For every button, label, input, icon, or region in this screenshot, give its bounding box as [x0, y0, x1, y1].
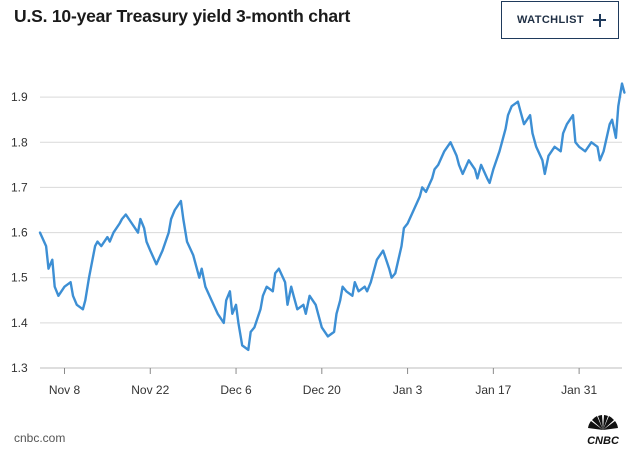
x-axis-ticks: Nov 8 Nov 22 Dec 6 Dec 20 Jan 3 Jan 17 Jan 31: [49, 368, 597, 397]
x-tick-label: Dec 6: [220, 383, 252, 397]
watchlist-label: WATCHLIST: [517, 14, 584, 26]
x-tick-label: Nov 8: [49, 383, 81, 397]
y-tick-label: 1.9: [11, 90, 28, 104]
series-line-10y-yield: [38, 82, 626, 352]
y-tick-label: 1.3: [11, 361, 28, 375]
x-tick-label: Nov 22: [131, 383, 169, 397]
logo-text: CNBC: [587, 435, 620, 446]
plus-icon: [593, 13, 606, 27]
source-credit: cnbc.com: [14, 431, 66, 445]
x-tick-label: Jan 17: [475, 383, 511, 397]
watchlist-button[interactable]: WATCHLIST: [501, 1, 619, 39]
nbc-peacock-icon: CNBC: [587, 415, 620, 446]
x-tick-label: Dec 20: [303, 383, 341, 397]
y-tick-label: 1.8: [11, 135, 28, 149]
x-tick-label: Jan 31: [561, 383, 597, 397]
gridlines: [40, 96, 622, 324]
chart-title: U.S. 10-year Treasury yield 3-month char…: [14, 6, 351, 26]
y-tick-label: 1.4: [11, 316, 28, 330]
y-tick-label: 1.7: [11, 180, 28, 194]
y-tick-label: 1.6: [11, 226, 28, 240]
y-axis-tick-labels: 1.3 1.4 1.5 1.6 1.7 1.8 1.9: [11, 90, 28, 375]
y-tick-label: 1.5: [11, 271, 28, 285]
x-tick-label: Jan 3: [393, 383, 423, 397]
